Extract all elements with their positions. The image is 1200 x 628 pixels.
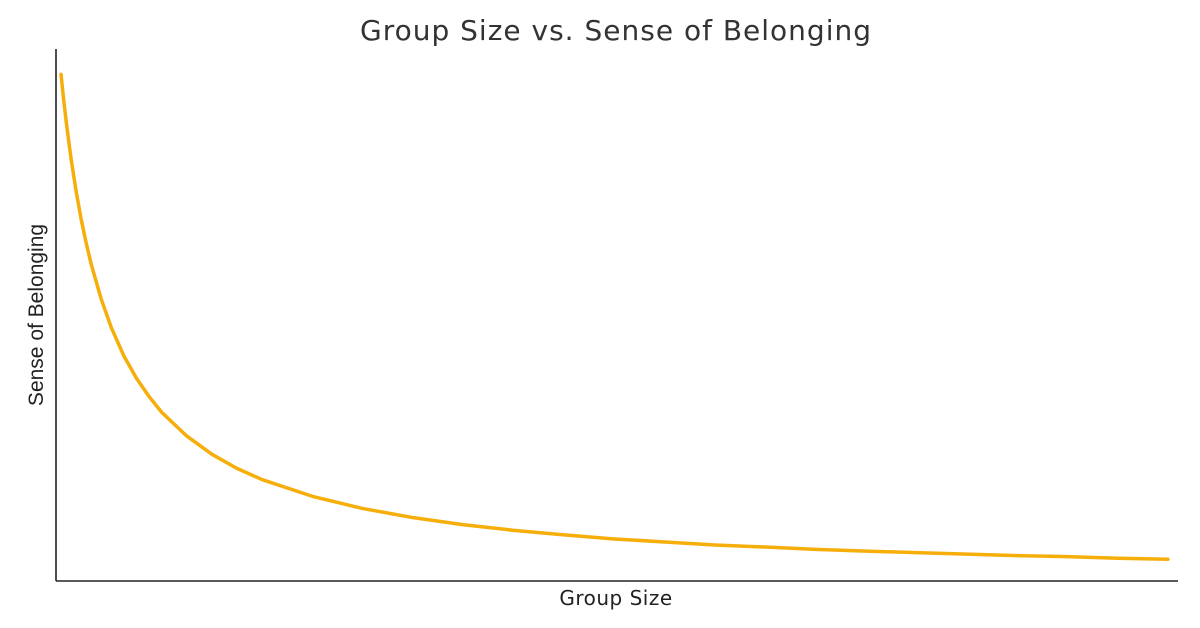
series-line-0 (59, 72, 1170, 561)
chart-title: Group Size vs. Sense of Belonging (360, 14, 872, 47)
plot-area (55, 49, 1178, 582)
series-layer (59, 72, 1170, 561)
x-axis-label: Group Size (559, 586, 672, 610)
y-axis-label: Sense of Belonging (25, 224, 48, 406)
